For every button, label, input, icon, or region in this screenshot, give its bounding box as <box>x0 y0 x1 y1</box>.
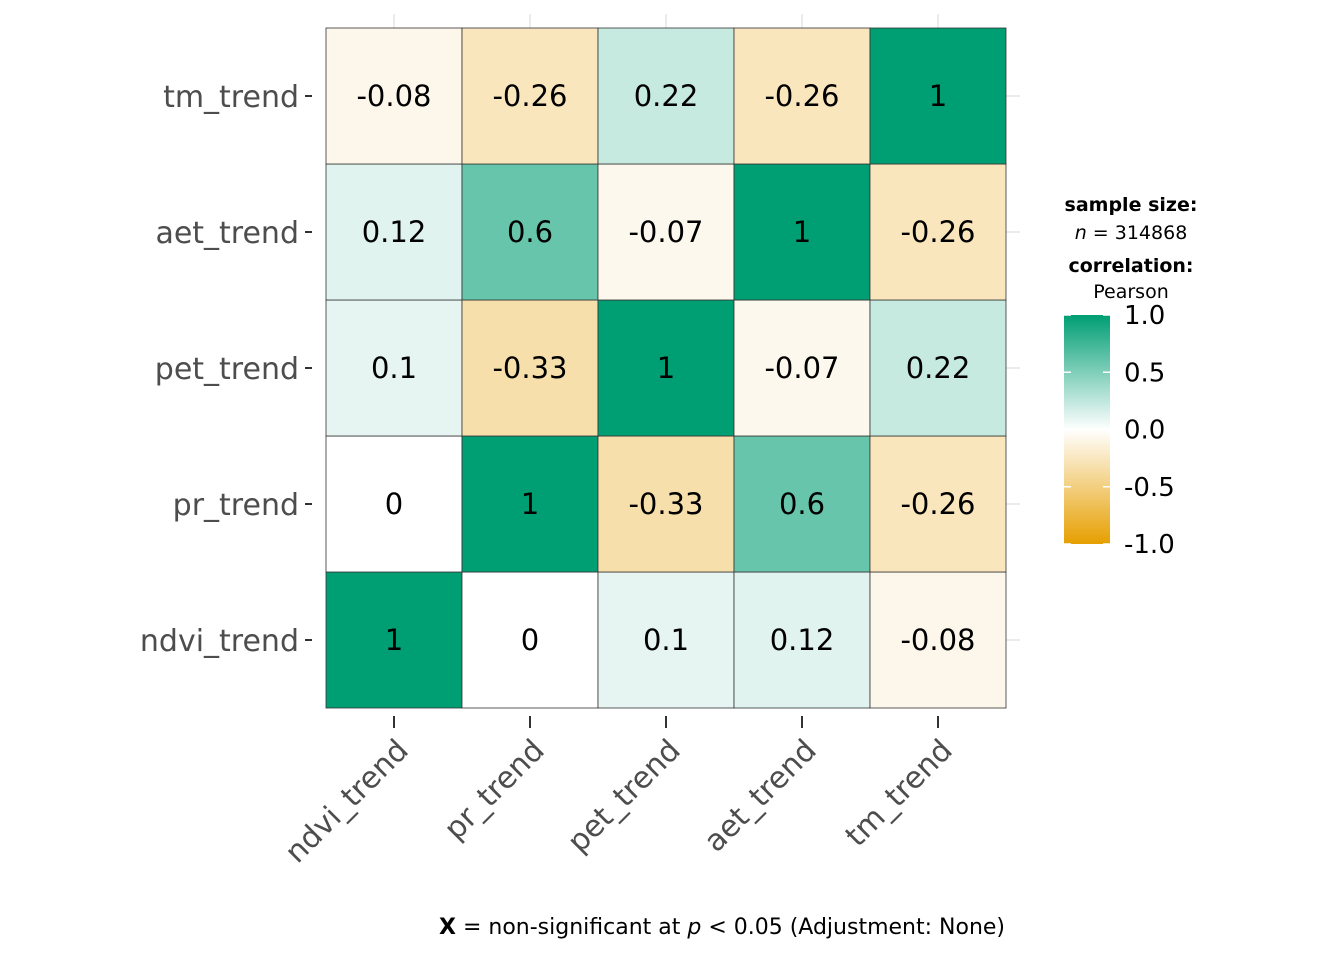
cell-value-label: 0.6 <box>507 215 553 249</box>
cell-value-label: 0.1 <box>643 623 689 657</box>
legend-correlation-title: correlation: <box>1068 255 1193 277</box>
legend-sample-size-title: sample size: <box>1065 194 1198 216</box>
legend-tick-label: 1.0 <box>1124 301 1165 331</box>
heatmap-cell <box>325 27 463 165</box>
cell-value-label: -0.07 <box>628 215 703 249</box>
heatmap-cell <box>597 571 735 709</box>
cell-value-label: 0.1 <box>371 351 417 385</box>
y-tick-label: aet_trend <box>155 216 299 251</box>
cell-value-label: 0.12 <box>362 215 427 249</box>
legend-tick-label: 0.5 <box>1124 358 1165 388</box>
heatmap-cell <box>325 299 463 437</box>
x-axis: ndvi_trend pr_trend pet_trend aet_trend tm_t… <box>278 716 960 870</box>
cell-value-label: -0.33 <box>628 487 703 521</box>
cell-value-labels: 1 0 0.1 0.12 -0.08 0 1 -0.33 0.6 -0.26 0.1 -0.33 1 -0… <box>356 79 975 657</box>
cell-value-label: 0.22 <box>634 79 699 113</box>
heatmap-cell <box>869 571 1007 709</box>
x-tick-label: tm_trend <box>839 733 960 854</box>
heatmap-cell <box>733 27 871 165</box>
cell-value-label: 1 <box>657 351 675 385</box>
y-tick-label: ndvi_trend <box>140 624 299 659</box>
caption: X = non-significant at p < 0.05 (Adjustm… <box>439 915 1005 940</box>
heatmap-cell <box>597 163 735 301</box>
heatmap-cell <box>461 435 599 573</box>
cell-value-label: 0.22 <box>906 351 971 385</box>
cell-value-label: 0 <box>521 623 539 657</box>
legend-tick-label: 0.0 <box>1124 416 1165 446</box>
heatmap-cell <box>597 299 735 437</box>
legend-n-symbol: n <box>1075 222 1087 244</box>
heatmap-cell <box>869 163 1007 301</box>
cell-value-label: 0.12 <box>770 623 835 657</box>
cell-value-label: -0.26 <box>492 79 567 113</box>
cell-value-label: 0 <box>385 487 403 521</box>
heatmap-cell <box>461 571 599 709</box>
legend-tick-label: -0.5 <box>1124 473 1175 503</box>
legend: sample size: n = 314868 correlation: Pea… <box>1064 194 1197 560</box>
legend-n-value: = 314868 <box>1087 222 1188 244</box>
cell-value-label: -0.26 <box>900 215 975 249</box>
x-tick-label: pet_trend <box>561 733 688 860</box>
x-tick-label: ndvi_trend <box>278 733 415 870</box>
heatmap-cells <box>325 27 1007 709</box>
cell-value-label: 1 <box>385 623 403 657</box>
legend-correlation-method: Pearson <box>1093 281 1169 303</box>
cell-value-label: 0.6 <box>779 487 825 521</box>
heatmap-cell <box>597 435 735 573</box>
heatmap-cell <box>461 163 599 301</box>
cell-value-label: 1 <box>793 215 811 249</box>
caption-part1: = non-significant at <box>456 915 687 940</box>
caption-bold: X <box>439 915 456 940</box>
legend-sample-size-value: n = 314868 <box>1075 222 1188 244</box>
heatmap-cell <box>325 163 463 301</box>
y-tick-label: tm_trend <box>163 80 299 115</box>
heatmap-cell <box>597 27 735 165</box>
y-axis: ndvi_trend pr_trend pet_trend aet_trend tm_t… <box>140 80 312 659</box>
heatmap-cell <box>461 27 599 165</box>
heatmap-cell <box>733 163 871 301</box>
heatmap-cell <box>869 435 1007 573</box>
x-tick-label: aet_trend <box>697 733 823 859</box>
x-tick-label: pr_trend <box>438 733 552 847</box>
cell-value-label: -0.07 <box>764 351 839 385</box>
y-tick-label: pet_trend <box>155 352 299 387</box>
cell-value-label: -0.08 <box>356 79 431 113</box>
cell-value-label: -0.33 <box>492 351 567 385</box>
grid-lines <box>393 14 1020 641</box>
caption-part2: < 0.05 (Adjustment: None) <box>701 915 1005 940</box>
caption-italic: p <box>686 915 701 940</box>
cell-value-label: 1 <box>929 79 947 113</box>
heatmap-cell <box>869 27 1007 165</box>
legend-ticks: 1.0 0.5 0.0 -0.5 -1.0 <box>1064 301 1175 560</box>
heatmap-cell <box>461 299 599 437</box>
cell-value-label: -0.26 <box>764 79 839 113</box>
cell-value-label: 1 <box>521 487 539 521</box>
cell-value-label: -0.08 <box>900 623 975 657</box>
cell-value-label: -0.26 <box>900 487 975 521</box>
heatmap-cell <box>733 571 871 709</box>
legend-colorbar <box>1064 315 1110 544</box>
heatmap-cell <box>325 435 463 573</box>
legend-tick-label: -1.0 <box>1124 530 1175 560</box>
heatmap-cell <box>733 435 871 573</box>
y-tick-label: pr_trend <box>173 488 299 523</box>
